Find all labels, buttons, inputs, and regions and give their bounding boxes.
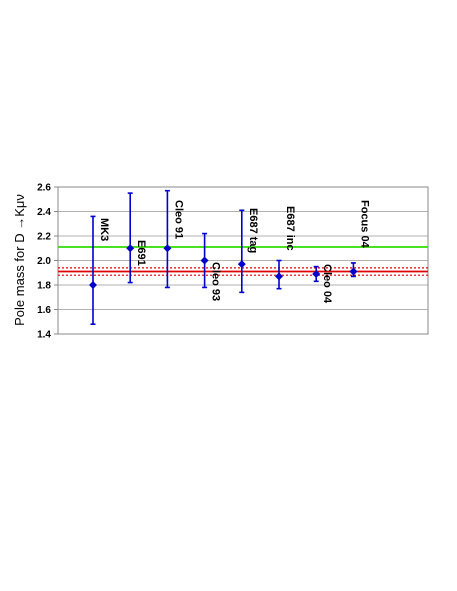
y-tick-label: 2.4	[37, 207, 51, 218]
data-points	[89, 189, 358, 326]
y-tick-label: 2.2	[37, 232, 51, 243]
y-tick-label: 1.6	[37, 305, 51, 316]
data-point-marker	[200, 256, 209, 265]
point-label: E691	[135, 240, 147, 266]
data-point-marker	[312, 269, 321, 278]
y-axis-label: Pole mass for D →Kμν	[12, 194, 27, 326]
y-tick-label: 1.4	[37, 330, 51, 341]
y-tick-label: 1.8	[37, 281, 51, 292]
point-label: E687 tag	[247, 208, 259, 253]
point-label: MK3	[98, 218, 110, 241]
point-label: Cleo 04	[321, 264, 333, 304]
data-point-marker	[126, 244, 135, 253]
data-point-marker	[349, 267, 358, 276]
point-label: E687 inc	[284, 206, 296, 251]
y-tick-label: 2.6	[37, 183, 51, 194]
reference-lines	[58, 246, 428, 276]
y-tick-labels: 1.4 1.6 1.8 2.0 2.2 2.4 2.6	[37, 183, 51, 341]
point-label: Cleo 93	[210, 262, 222, 301]
y-tick-label: 2.0	[37, 256, 51, 267]
point-label: Cleo 91	[172, 200, 184, 239]
data-point-marker	[163, 244, 172, 253]
data-point-marker	[275, 272, 283, 281]
data-point-marker	[89, 281, 97, 289]
grid-layer	[54, 186, 429, 335]
point-label: Focus 04	[358, 200, 370, 249]
point-labels: MK3 E691 Cleo 91 Cleo 93 E687 tag E687 inc Cle…	[98, 200, 370, 304]
data-point-marker	[237, 260, 246, 269]
